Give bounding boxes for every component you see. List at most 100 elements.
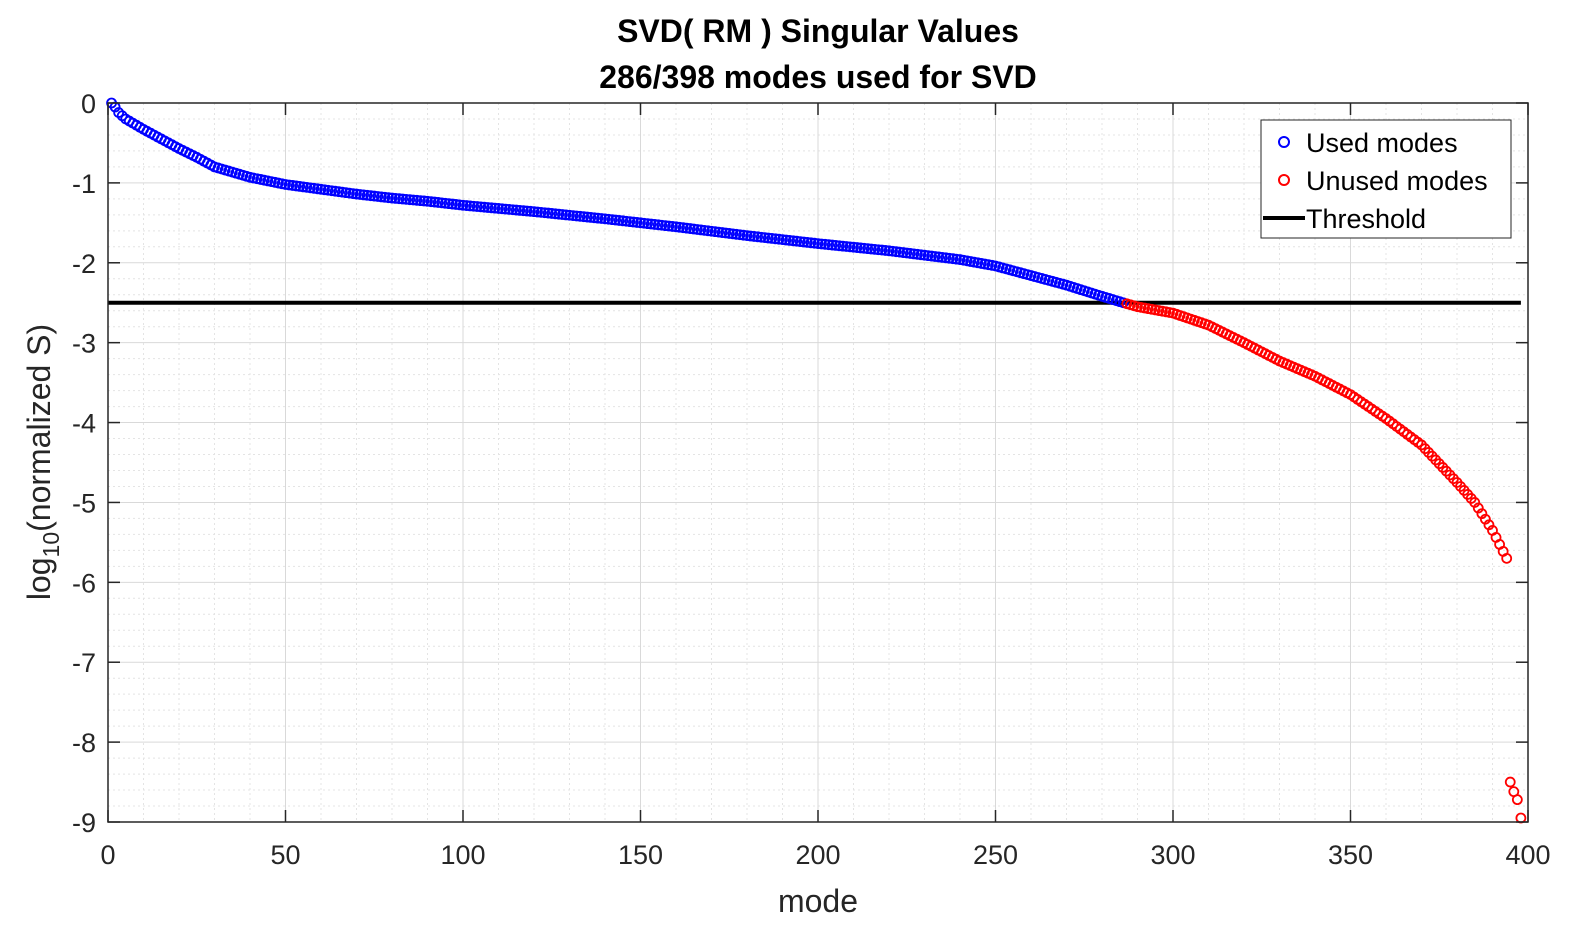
used-mode-point (809, 237, 820, 249)
used-mode-point (617, 215, 629, 227)
y-tick-label: -4 (72, 409, 96, 439)
used-mode-point (823, 239, 835, 251)
used-mode-point (770, 233, 781, 245)
legend: Used modes Unused modes Threshold (1260, 119, 1512, 239)
y-axis-label-prefix: log (21, 557, 57, 600)
x-tick-label: 150 (618, 840, 663, 870)
used-mode-point (620, 215, 632, 227)
used-mode-point (599, 213, 611, 225)
used-mode-point (397, 193, 409, 205)
used-mode-point (667, 221, 678, 232)
used-mode-point (496, 203, 508, 215)
used-mode-point (628, 216, 639, 228)
used-mode-point (482, 202, 494, 213)
used-mode-point (872, 244, 884, 256)
used-mode-point (574, 210, 586, 222)
used-mode-point (478, 201, 490, 213)
legend-threshold-label: Threshold (1306, 204, 1426, 234)
used-mode-point (762, 232, 774, 244)
used-mode-point (567, 210, 579, 222)
used-mode-point (830, 240, 842, 251)
used-mode-point (745, 230, 756, 242)
used-mode-point (848, 241, 859, 253)
x-tick-label: 100 (440, 840, 485, 870)
used-mode-point (876, 244, 888, 256)
used-mode-point (372, 191, 384, 202)
x-tick-label: 400 (1505, 840, 1550, 870)
used-mode-point (514, 204, 526, 216)
used-mode-point (464, 200, 476, 212)
used-mode-point (741, 230, 753, 242)
used-mode-point (436, 197, 448, 209)
legend-used-label: Used modes (1306, 128, 1458, 158)
used-mode-point (862, 243, 874, 255)
used-mode-point (468, 200, 480, 212)
used-mode-point (521, 205, 533, 217)
used-mode-point (791, 235, 803, 247)
used-mode-point (354, 189, 366, 200)
used-mode-point (865, 243, 877, 255)
used-mode-point (418, 195, 430, 207)
used-mode-point (510, 204, 522, 216)
used-mode-point (429, 196, 441, 208)
used-mode-point (578, 211, 590, 223)
used-mode-point (656, 219, 668, 231)
used-mode-point (546, 208, 558, 219)
used-mode-point (663, 220, 675, 232)
used-mode-point (631, 217, 643, 228)
used-mode-point (649, 219, 661, 230)
used-mode-point (383, 192, 394, 204)
used-mode-point (425, 196, 437, 208)
used-mode-point (880, 245, 891, 256)
x-tick-label: 0 (100, 840, 115, 870)
x-tick-label: 300 (1150, 840, 1195, 870)
used-mode-point (404, 194, 416, 206)
used-mode-point (777, 234, 788, 246)
y-axis-label-suffix: (normalized S) (21, 324, 57, 532)
x-tick-label: 200 (795, 840, 840, 870)
x-tick-label: 50 (270, 840, 300, 870)
legend-unused-label: Unused modes (1306, 166, 1488, 196)
used-mode-point (525, 205, 536, 217)
used-mode-point (755, 231, 767, 243)
used-mode-point (475, 201, 487, 213)
used-mode-point (588, 212, 600, 224)
used-mode-point (507, 204, 519, 216)
used-mode-point (652, 219, 664, 231)
used-mode-point (535, 206, 547, 218)
used-mode-point (798, 236, 810, 248)
x-tick-label: 350 (1328, 840, 1373, 870)
used-mode-point (471, 201, 483, 212)
used-mode-point (564, 209, 575, 221)
used-mode-point (443, 198, 455, 210)
chart-subtitle: 286/398 modes used for SVD (599, 59, 1037, 95)
used-mode-point (542, 207, 554, 219)
used-mode-point (560, 209, 572, 221)
used-mode-point (549, 208, 561, 220)
used-mode-point (585, 212, 597, 223)
used-mode-point (375, 191, 387, 203)
used-mode-point (457, 199, 469, 211)
used-mode-point (759, 232, 771, 244)
used-mode-point (819, 238, 831, 250)
used-mode-point (752, 231, 764, 243)
y-tick-label: -7 (72, 648, 96, 678)
used-mode-point (351, 188, 362, 200)
used-mode-point (368, 190, 380, 202)
used-mode-point (841, 241, 852, 252)
used-mode-point (606, 214, 618, 226)
used-mode-point (446, 198, 458, 210)
y-tick-label: -9 (72, 808, 96, 838)
used-mode-point (571, 210, 582, 222)
used-mode-point (358, 189, 370, 201)
used-mode-point (493, 203, 504, 214)
points-layer (106, 97, 1527, 824)
chart-title: SVD( RM ) Singular Values (617, 13, 1019, 49)
used-mode-point (851, 242, 863, 253)
used-mode-point (773, 233, 785, 245)
used-mode-point (596, 213, 607, 224)
y-tick-label: -8 (72, 728, 96, 758)
y-axis-label-subscript: 10 (38, 532, 64, 558)
used-mode-point (635, 217, 646, 229)
used-mode-point (780, 234, 792, 246)
